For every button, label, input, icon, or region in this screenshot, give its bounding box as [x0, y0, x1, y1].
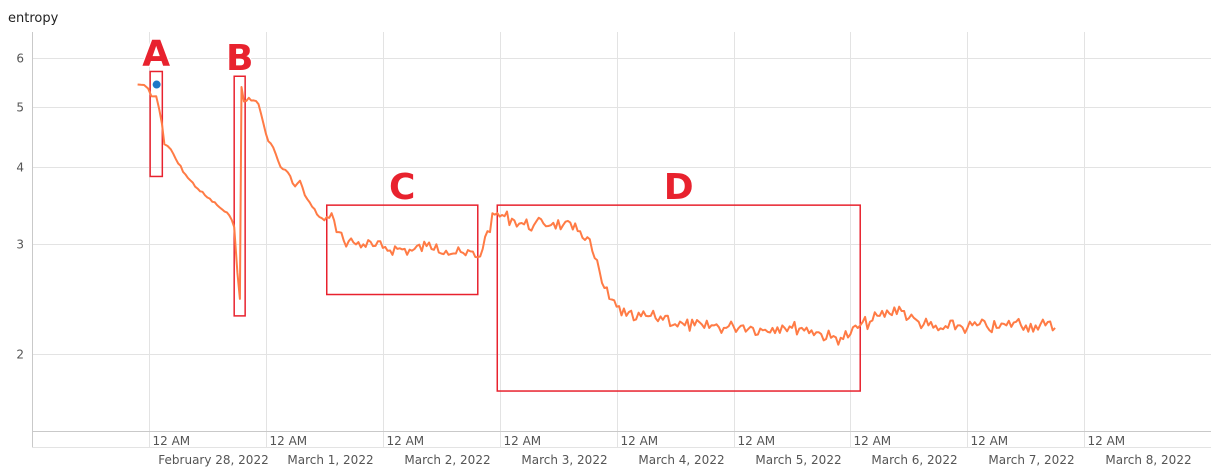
y-tick-label: 4 [16, 161, 24, 175]
y-tick-label: 5 [16, 101, 24, 115]
annotation-letter: C [389, 167, 415, 208]
x-tick-label: 12 AM [1088, 434, 1126, 448]
x-tick-label: 12 AM [387, 434, 425, 448]
gridlines [32, 32, 1211, 447]
y-tick-label: 3 [16, 238, 24, 252]
annotation-box [496, 204, 861, 392]
annotation-box [233, 75, 246, 317]
x-tick-label: 12 AM [738, 434, 776, 448]
series-layer [137, 80, 1056, 346]
annotation-box [326, 204, 479, 296]
date-label: March 7, 2022 [988, 453, 1074, 467]
date-label: March 3, 2022 [521, 453, 607, 467]
annotation-boxes: A B C D [141, 32, 861, 392]
date-label: March 8, 2022 [1105, 453, 1191, 467]
date-label: February 28, 2022 [158, 453, 268, 467]
x-tick-label: 12 AM [270, 434, 308, 448]
date-label: March 6, 2022 [871, 453, 957, 467]
date-label: March 2, 2022 [404, 453, 490, 467]
x-tick-label: 12 AM [854, 434, 892, 448]
y-tick-label: 2 [16, 348, 24, 362]
x-tick-label: 12 AM [621, 434, 659, 448]
x-tick-label: 12 AM [971, 434, 1009, 448]
x-tick-label: 12 AM [504, 434, 542, 448]
date-label: March 4, 2022 [638, 453, 724, 467]
annotation-letter: B [226, 38, 253, 79]
entropy-series-line [137, 83, 1056, 346]
date-label: March 5, 2022 [755, 453, 841, 467]
annotation-letter: D [664, 167, 694, 208]
date-label: March 1, 2022 [287, 453, 373, 467]
y-axis-label: entropy [8, 11, 59, 26]
annotation-letter: A [142, 33, 170, 74]
x-tick-label: 12 AM [153, 434, 191, 448]
data-point [152, 80, 161, 89]
y-tick-label: 6 [16, 52, 24, 66]
